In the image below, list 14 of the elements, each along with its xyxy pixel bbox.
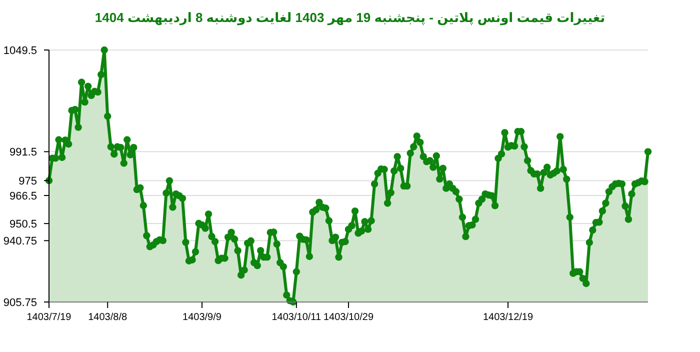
y-tick-label: 1049.5 <box>3 45 37 57</box>
y-tick-label: 966.5 <box>9 190 37 203</box>
y-tick-label: 940.75 <box>3 236 37 248</box>
y-tick-label: 991.5 <box>9 146 37 159</box>
x-tick-label: 1403/7/19 <box>26 312 72 323</box>
x-tick-label: 1403/9/9 <box>182 312 222 323</box>
y-tick-label: 975 <box>18 176 37 188</box>
chart-title: تغییرات قیمت اونس پلاتین - پنجشنبه 19 مهر 1403 لغایت دوشنبه 8 اردیبهشت 1404 <box>94 10 606 26</box>
y-tick-label: 905.75 <box>3 297 37 309</box>
x-tick-label: 1403/8/8 <box>88 312 128 323</box>
y-tick-label: 950.5 <box>9 218 37 231</box>
x-tick-label: 1403/10/11 <box>272 312 322 323</box>
x-tick-label: 1403/10/29 <box>323 312 374 323</box>
x-tick-label: 1403/12/19 <box>482 312 534 323</box>
